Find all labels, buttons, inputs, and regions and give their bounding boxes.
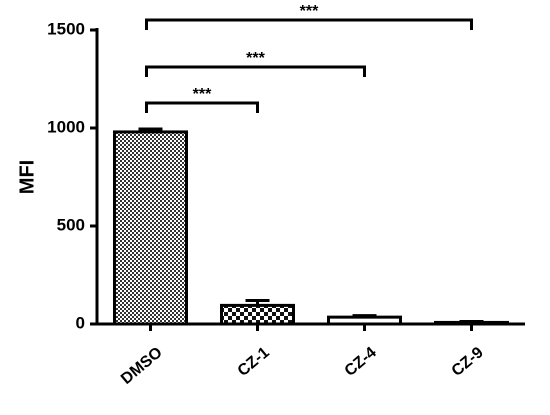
error-bar	[138, 127, 163, 132]
x-tick-label: CZ-9	[449, 344, 487, 380]
x-tick-label: CZ-1	[235, 344, 273, 380]
y-tick-label: 1500	[47, 19, 85, 38]
significance-bracket	[145, 18, 473, 30]
x-tick-label: CZ-4	[342, 344, 380, 380]
y-tick-label: 0	[76, 313, 85, 332]
error-bar	[245, 298, 270, 306]
significance-label: ***	[246, 50, 265, 67]
significance-bracket	[145, 101, 259, 113]
y-tick-label: 500	[57, 215, 85, 234]
y-axis-label: MFI	[16, 160, 38, 194]
bar	[327, 315, 402, 326]
error-bar	[352, 314, 377, 318]
significance-label: ***	[193, 86, 212, 103]
error-bar	[459, 319, 484, 323]
x-tick-label: DMSO	[118, 344, 166, 388]
y-tick-label: 1000	[47, 117, 85, 136]
significance-bracket	[145, 65, 366, 77]
bar	[220, 303, 295, 326]
bar	[113, 130, 188, 326]
significance-label: ***	[300, 3, 319, 20]
